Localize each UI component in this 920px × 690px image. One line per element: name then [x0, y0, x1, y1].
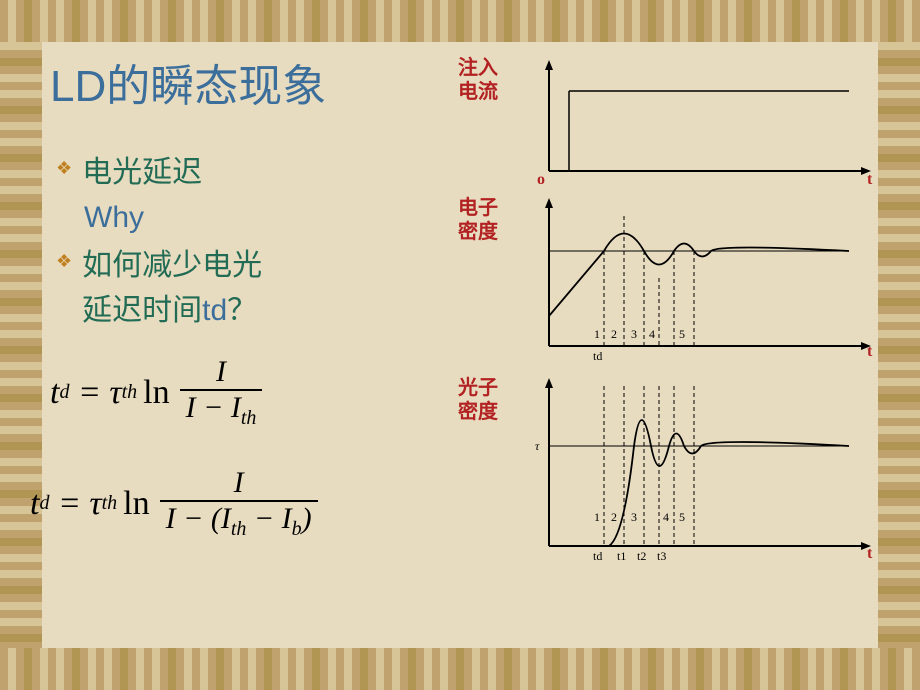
t-axis-label: t: [867, 545, 873, 562]
tick-5: 5: [679, 510, 685, 524]
tick-3: 3: [631, 510, 637, 524]
var-t: t: [50, 374, 59, 412]
var-t: t: [30, 485, 39, 523]
tick-4: 4: [663, 510, 669, 524]
numerator: I: [228, 466, 250, 500]
tick-1: 1: [594, 327, 600, 341]
var-tau: τ: [109, 374, 121, 412]
fraction: I I − Ith: [180, 355, 263, 430]
xtick-t1: t1: [617, 549, 626, 563]
chart-label: 电子密度: [458, 196, 516, 244]
origin-label: o: [537, 171, 545, 186]
denominator: I − (Ith − Ib): [160, 502, 318, 541]
tick-5: 5: [679, 327, 685, 341]
chart-label: 光子密度: [458, 376, 516, 424]
td-span: td: [202, 294, 227, 327]
xtick-t3: t3: [657, 549, 666, 563]
slide-content: LD的瞬态现象 ❖ 电光延迟 Why ❖ 如何减少电光 延迟时间td？ td =…: [50, 50, 870, 640]
fraction: I I − (Ith − Ib): [160, 466, 318, 541]
tick-2: 2: [611, 327, 617, 341]
bullet-line1: 如何减少电光: [82, 249, 262, 282]
sub-d: d: [59, 381, 69, 404]
numerator: I: [210, 355, 232, 389]
var-tau: τ: [89, 485, 101, 523]
ln: ln: [143, 374, 169, 412]
xtick-t2: t2: [637, 549, 646, 563]
sub-th: th: [122, 381, 138, 404]
denominator: I − Ith: [180, 391, 263, 430]
eq: =: [58, 485, 81, 523]
chart-injection-current: 注入电流 o t: [458, 56, 888, 186]
t-axis-label: t: [867, 343, 873, 360]
bullet-line2c: ？: [227, 294, 257, 327]
tick-1: 1: [594, 510, 600, 524]
diamond-bullet-icon: ❖: [56, 158, 72, 179]
sub-th: th: [102, 492, 118, 515]
t-axis-label: t: [867, 171, 873, 186]
chart-label: 注入电流: [458, 56, 516, 104]
eq: =: [78, 374, 101, 412]
tau-label: τ: [535, 439, 540, 453]
ln: ln: [123, 485, 149, 523]
tick-3: 3: [631, 327, 637, 341]
diamond-bullet-icon: ❖: [56, 251, 72, 272]
chart-svg: o t: [520, 56, 888, 186]
charts-column: 注入电流 o t 电子密度: [458, 56, 888, 576]
td-label: td: [593, 349, 602, 363]
bullet-text: 电光延迟: [82, 150, 202, 195]
sub-d: d: [39, 492, 49, 515]
chart-electron-density: 电子密度 1 2 3 4 5 td t: [458, 196, 888, 366]
tick-4: 4: [649, 327, 655, 341]
bullet-text: 如何减少电光 延迟时间td？: [82, 243, 262, 333]
chart-photon-density: 光子密度 τ 1 2 3 4 5 td: [458, 376, 888, 566]
bullet-line2a: 延迟时间: [82, 294, 202, 327]
xtick-td: td: [593, 549, 602, 563]
chart-svg: 1 2 3 4 5 td t: [520, 196, 888, 366]
chart-svg: τ 1 2 3 4 5 td t1 t2 t3 t: [520, 376, 888, 566]
tick-2: 2: [611, 510, 617, 524]
